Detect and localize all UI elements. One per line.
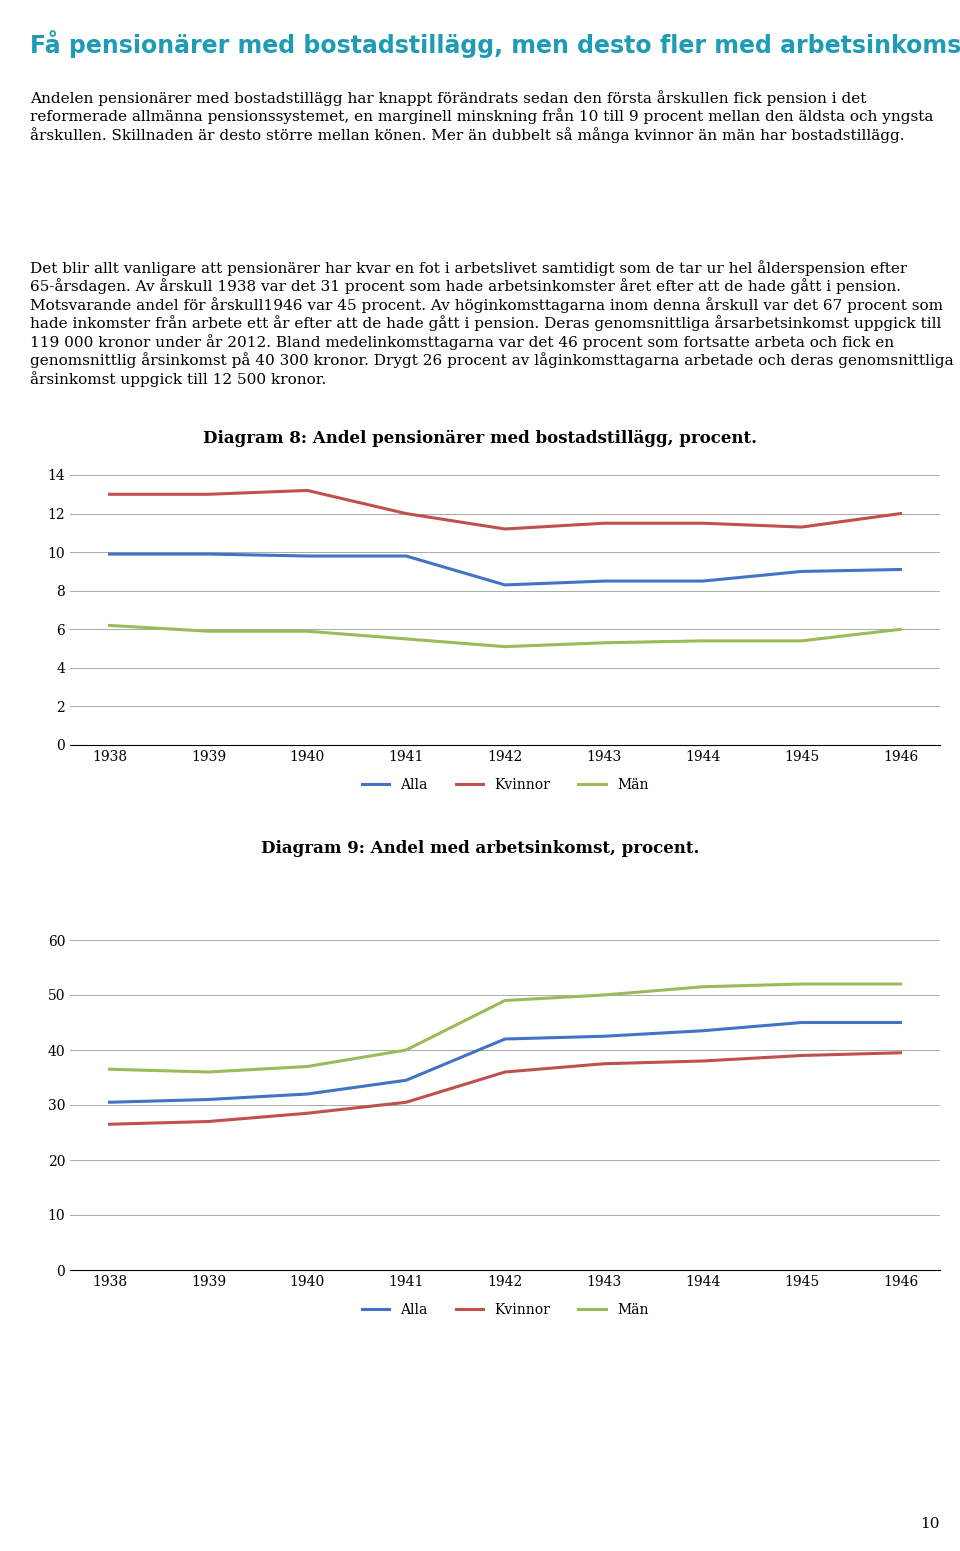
Text: Det blir allt vanligare att pensionärer har kvar en fot i arbetslivet samtidigt : Det blir allt vanligare att pensionärer … [30,261,953,386]
Text: Andelen pensionärer med bostadstillägg har knappt förändrats sedan den första år: Andelen pensionärer med bostadstillägg h… [30,90,933,143]
Text: 10: 10 [921,1517,940,1531]
Legend: Alla, Kvinnor, Män: Alla, Kvinnor, Män [356,1297,654,1323]
Text: Diagram 9: Andel med arbetsinkomst, procent.: Diagram 9: Andel med arbetsinkomst, proc… [261,841,699,858]
Legend: Alla, Kvinnor, Män: Alla, Kvinnor, Män [356,772,654,797]
Text: Få pensionärer med bostadstillägg, men desto fler med arbetsinkomster: Få pensionärer med bostadstillägg, men d… [30,29,960,57]
Text: Diagram 8: Andel pensionärer med bostadstillägg, procent.: Diagram 8: Andel pensionärer med bostads… [203,430,757,447]
